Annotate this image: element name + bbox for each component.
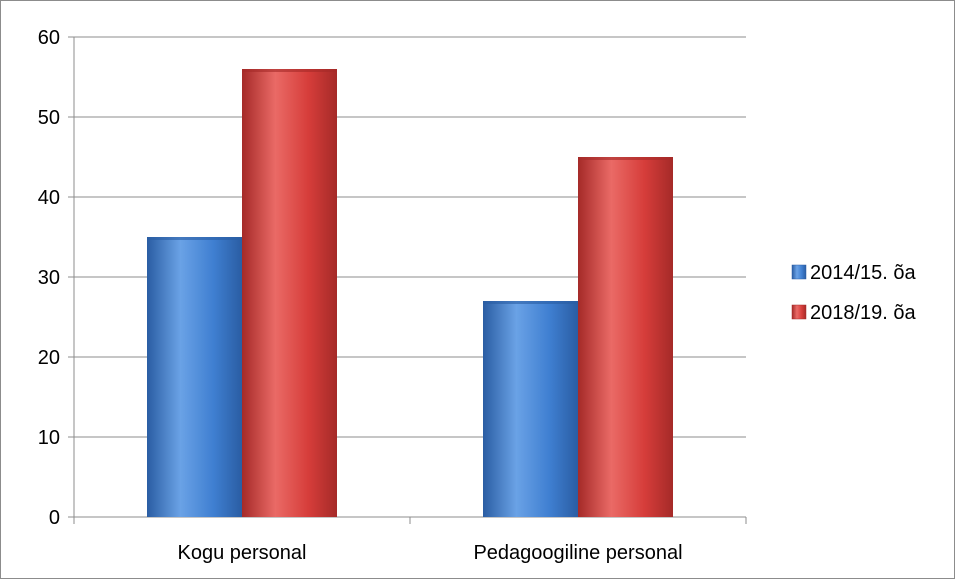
- y-tick-label: 10: [38, 427, 60, 449]
- tick-labels: 0 10 20 30 40 50 60 Kogu personal Pedagoogiline …: [38, 27, 683, 564]
- bar-top-edge: [578, 157, 673, 160]
- bar: [147, 237, 242, 517]
- y-tick-label: 60: [38, 27, 60, 49]
- legend-swatch: [791, 304, 807, 320]
- y-tick-label: 40: [38, 187, 60, 209]
- legend-label: 2014/15. õa: [810, 262, 917, 284]
- x-tick-label: Pedagoogiline personal: [473, 542, 682, 564]
- bar: [242, 69, 337, 517]
- bars: [147, 69, 673, 517]
- bar-top-edge: [483, 301, 578, 304]
- x-tick-label: Kogu personal: [178, 542, 307, 564]
- y-tick-label: 30: [38, 267, 60, 289]
- y-tick-label: 50: [38, 107, 60, 129]
- legend-label: 2018/19. õa: [810, 302, 917, 324]
- y-tick-label: 20: [38, 347, 60, 369]
- bar-top-edge: [242, 69, 337, 72]
- legend: 2014/15. õa 2018/19. õa: [791, 262, 917, 324]
- bar: [578, 157, 673, 517]
- bar: [483, 301, 578, 517]
- y-tick-label: 0: [49, 507, 60, 529]
- legend-swatch: [791, 264, 807, 280]
- bar-top-edge: [147, 237, 242, 240]
